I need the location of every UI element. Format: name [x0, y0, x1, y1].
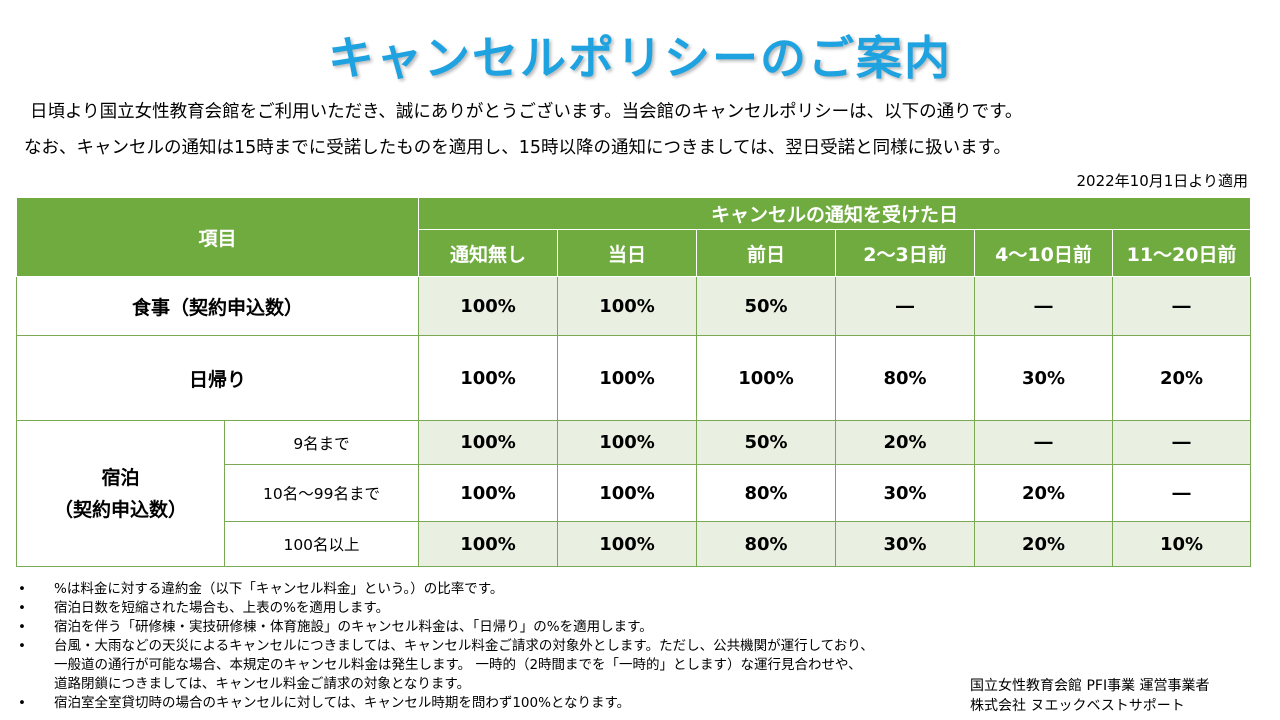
col-header-previous-day: 前日 — [696, 229, 837, 277]
operator-line-1: 国立女性教育会館 PFI事業 運営事業者 — [970, 678, 1210, 694]
table-cell: ― — [974, 420, 1114, 465]
table-cell: 20% — [974, 464, 1114, 522]
table-cell: ― — [1112, 464, 1252, 522]
operator-credit: 国立女性教育会館 PFI事業 運営事業者 株式会社 ヌエックベストサポート — [970, 676, 1210, 716]
table-cell: 100% — [557, 521, 698, 567]
stay-sub-label: 100名以上 — [223, 521, 420, 567]
page-title: キャンセルポリシーのご案内 — [328, 31, 952, 85]
intro-line-2: なお、キャンセルの通知は15時までに受諾したものを適用し、15時以降の通知につき… — [24, 138, 1011, 158]
table-cell: 80% — [696, 464, 837, 522]
note-text-cont: 道路閉鎖につきましては、キャンセル料金ご請求の対象となります。 — [54, 676, 471, 692]
note-text: 台風・大雨などの天災によるキャンセルにつきましては、キャンセル料金ご請求の対象外… — [54, 638, 874, 654]
note-item: • 宿泊室全室貸切時の場合のキャンセルに対しては、キャンセル時期を問わず100%… — [14, 694, 874, 713]
bullet-icon: • — [18, 619, 26, 635]
operator-line-2: 株式会社 ヌエックベストサポート — [970, 698, 1185, 714]
note-item: • 宿泊日数を短縮された場合も、上表の%を適用します。 — [14, 599, 874, 618]
note-text: 宿泊日数を短縮された場合も、上表の%を適用します。 — [54, 600, 390, 616]
table-cell: 50% — [696, 276, 837, 336]
table-row-day-trip: 日帰り 100% 100% 100% 80% 30% 20% — [15, 335, 1252, 421]
note-item: • 台風・大雨などの天災によるキャンセルにつきましては、キャンセル料金ご請求の対… — [14, 637, 874, 694]
table-cell: 100% — [557, 335, 698, 421]
note-text: %は料金に対する違約金（以下「キャンセル料金」という。）の比率です。 — [54, 581, 504, 597]
table-cell: 20% — [835, 420, 976, 465]
stay-sub-label: 9名まで — [223, 420, 420, 465]
note-text: 宿泊室全室貸切時の場合のキャンセルに対しては、キャンセル時期を問わず100%とな… — [54, 695, 631, 711]
row-label-stay: 宿泊 （契約申込数） — [16, 420, 225, 567]
table-cell: 100% — [557, 464, 698, 522]
table-cell: 100% — [418, 420, 559, 465]
table-cell: 30% — [835, 464, 976, 522]
table-cell: 20% — [1112, 335, 1252, 421]
table-cell: 20% — [974, 521, 1114, 567]
note-item: • 宿泊を伴う「研修棟・実技研修棟・体育施設」のキャンセル料金は、「日帰り」の%… — [14, 618, 874, 637]
note-item: • %は料金に対する違約金（以下「キャンセル料金」という。）の比率です。 — [14, 580, 874, 599]
table-cell: 30% — [835, 521, 976, 567]
table-cell: 100% — [696, 335, 837, 421]
row-label-meal: 食事（契約申込数） — [15, 276, 420, 336]
col-header-same-day: 当日 — [557, 229, 698, 277]
bullet-icon: • — [18, 581, 26, 597]
intro-line-1: 日頃より国立女性教育会館をご利用いただき、誠にありがとうございます。当会館のキャ… — [30, 102, 1023, 122]
stay-label-line1: 宿泊 — [101, 466, 140, 489]
table-cell: ― — [1112, 276, 1252, 336]
table-cell: 100% — [557, 420, 698, 465]
table-cell: 80% — [696, 521, 837, 567]
table-cell: 80% — [835, 335, 976, 421]
table-cell: ― — [974, 276, 1114, 336]
table-cell: 100% — [418, 276, 559, 336]
bullet-icon: • — [18, 695, 26, 711]
item-header: 項目 — [15, 197, 420, 277]
table-cell: 100% — [557, 276, 698, 336]
note-text: 宿泊を伴う「研修棟・実技研修棟・体育施設」のキャンセル料金は、「日帰り」の%を適… — [54, 619, 653, 635]
col-header-4-10-days: 4～10日前 — [974, 229, 1114, 277]
table-cell: 100% — [418, 521, 559, 567]
col-header-no-notice: 通知無し — [418, 229, 559, 277]
row-label-day-trip: 日帰り — [15, 335, 420, 421]
stay-sub-label: 10名～99名まで — [223, 464, 420, 522]
table-cell: ― — [1112, 420, 1252, 465]
table-row-stay-10-99: 10名～99名まで 100% 100% 80% 30% 20% ― — [17, 464, 1252, 522]
note-text-cont: 一般道の通行が可能な場合、本規定のキャンセル料金は発生します。 一時的（2時間ま… — [54, 657, 862, 673]
table-cell: 30% — [974, 335, 1114, 421]
cancellation-policy-table: 項目 キャンセルの通知を受けた日 通知無し 当日 前日 2～3日前 4～10日前… — [15, 197, 1252, 567]
stay-label-line2: （契約申込数） — [53, 498, 187, 521]
bullet-icon: • — [18, 600, 26, 616]
bullet-icon: • — [18, 638, 26, 654]
table-row-stay-up-to-9: 宿泊 （契約申込数） 9名まで 100% 100% 50% 20% ― ― — [16, 420, 1252, 567]
col-header-11-20-days: 11～20日前 — [1112, 229, 1252, 277]
table-cell: 100% — [418, 464, 559, 522]
table-row-meal: 食事（契約申込数） 100% 100% 50% ― ― ― — [15, 276, 1252, 336]
effective-date: 2022年10月1日より適用 — [1076, 172, 1248, 190]
col-header-2-3-days: 2～3日前 — [835, 229, 976, 277]
table-cell: ― — [835, 276, 976, 336]
table-cell: 10% — [1112, 521, 1252, 567]
table-cell: 100% — [418, 335, 559, 421]
table-cell: 50% — [696, 420, 837, 465]
table-row-stay-100-plus: 100名以上 100% 100% 80% 30% 20% 10% — [17, 521, 1252, 567]
notice-group-header: キャンセルの通知を受けた日 — [418, 197, 1252, 230]
notes-list: • %は料金に対する違約金（以下「キャンセル料金」という。）の比率です。 • 宿… — [14, 580, 874, 713]
